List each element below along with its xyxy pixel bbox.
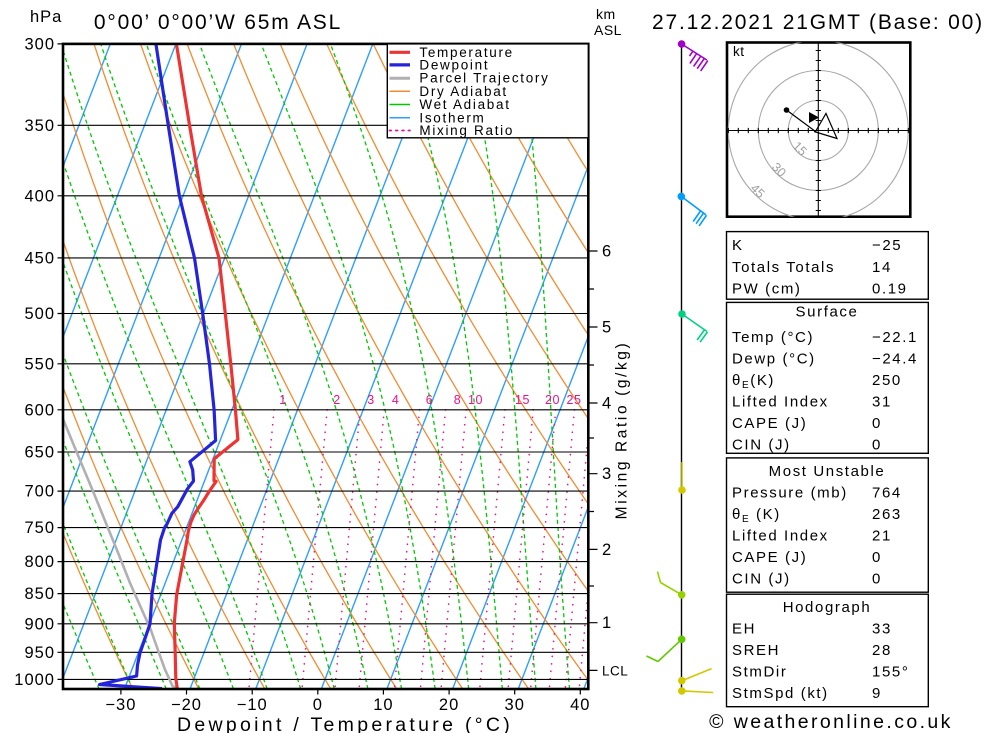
svg-text:33: 33 <box>872 620 892 637</box>
svg-text:0: 0 <box>872 437 882 454</box>
svg-text:4: 4 <box>602 395 612 413</box>
svg-text:764: 764 <box>872 485 902 502</box>
svg-text:Temp (°C): Temp (°C) <box>732 329 814 346</box>
svg-text:SREH: SREH <box>732 642 780 659</box>
svg-text:750: 750 <box>24 519 55 537</box>
svg-text:Dewpoint: Dewpoint <box>419 57 489 72</box>
svg-text:1: 1 <box>602 614 612 632</box>
svg-text:StmDir: StmDir <box>732 664 787 681</box>
svg-text:20: 20 <box>439 696 459 714</box>
svg-text:θE(K): θE(K) <box>732 372 775 391</box>
svg-text:2: 2 <box>333 393 340 407</box>
svg-text:Temperature: Temperature <box>419 45 514 60</box>
svg-text:2: 2 <box>602 541 612 559</box>
svg-text:550: 550 <box>24 355 55 373</box>
svg-text:CIN (J): CIN (J) <box>732 571 791 588</box>
svg-text:−25: −25 <box>872 237 902 254</box>
svg-text:350: 350 <box>24 117 55 135</box>
svg-text:kt: kt <box>733 44 745 59</box>
svg-text:hPa: hPa <box>30 8 62 26</box>
svg-text:CIN (J): CIN (J) <box>732 437 791 454</box>
svg-text:263: 263 <box>872 506 902 523</box>
svg-text:Totals Totals: Totals Totals <box>732 259 835 276</box>
svg-text:27.12.2021 21GMT (Base: 00): 27.12.2021 21GMT (Base: 00) <box>652 11 984 34</box>
svg-text:0: 0 <box>872 549 882 566</box>
svg-text:155°: 155° <box>872 664 909 681</box>
svg-text:15: 15 <box>515 393 530 407</box>
svg-text:Mixing Ratio: Mixing Ratio <box>419 123 514 138</box>
svg-text:ASL: ASL <box>594 22 622 38</box>
svg-text:10: 10 <box>373 696 393 714</box>
svg-text:6: 6 <box>426 393 433 407</box>
svg-text:900: 900 <box>24 615 55 633</box>
svg-text:300: 300 <box>24 35 55 53</box>
svg-text:1000: 1000 <box>14 671 55 689</box>
svg-text:EH: EH <box>732 620 756 637</box>
svg-text:Surface: Surface <box>796 304 859 321</box>
svg-text:1: 1 <box>279 393 286 407</box>
svg-text:−22.1: −22.1 <box>872 329 918 346</box>
svg-text:Dry Adiabat: Dry Adiabat <box>419 84 508 99</box>
svg-text:Isotherm: Isotherm <box>419 110 485 125</box>
svg-text:21: 21 <box>872 528 892 545</box>
svg-text:14: 14 <box>872 259 892 276</box>
svg-text:Mixing Ratio (g/kg): Mixing Ratio (g/kg) <box>614 341 631 520</box>
svg-text:−30: −30 <box>105 696 136 714</box>
svg-text:30: 30 <box>505 696 525 714</box>
svg-text:StmSpd (kt): StmSpd (kt) <box>732 685 829 702</box>
svg-text:−24.4: −24.4 <box>872 351 918 368</box>
svg-text:10: 10 <box>468 393 483 407</box>
svg-text:Parcel Trajectory: Parcel Trajectory <box>419 71 549 86</box>
svg-text:Dewp (°C): Dewp (°C) <box>732 351 816 368</box>
svg-text:Lifted Index: Lifted Index <box>732 528 829 545</box>
svg-text:CAPE (J): CAPE (J) <box>732 415 807 432</box>
svg-text:−20: −20 <box>171 696 202 714</box>
svg-text:800: 800 <box>24 553 55 571</box>
svg-text:950: 950 <box>24 644 55 662</box>
svg-text:θE (K): θE (K) <box>732 506 781 525</box>
svg-text:Wet Adiabat: Wet Adiabat <box>419 97 510 112</box>
svg-text:CAPE (J): CAPE (J) <box>732 549 807 566</box>
svg-text:20: 20 <box>545 393 560 407</box>
svg-text:PW (cm): PW (cm) <box>732 281 802 298</box>
svg-text:0: 0 <box>872 571 882 588</box>
svg-text:8: 8 <box>454 393 461 407</box>
svg-text:4: 4 <box>392 393 399 407</box>
svg-text:40: 40 <box>570 696 590 714</box>
svg-text:25: 25 <box>567 393 582 407</box>
svg-text:3: 3 <box>367 393 374 407</box>
svg-text:km: km <box>596 6 616 22</box>
svg-text:© weatheronline.co.uk: © weatheronline.co.uk <box>709 711 953 733</box>
svg-text:850: 850 <box>24 585 55 603</box>
svg-text:6: 6 <box>602 243 612 261</box>
svg-text:5: 5 <box>602 319 612 337</box>
svg-text:9: 9 <box>872 685 882 702</box>
svg-text:0.19: 0.19 <box>872 281 908 298</box>
svg-text:K: K <box>732 237 744 254</box>
svg-text:500: 500 <box>24 305 55 323</box>
svg-text:Pressure (mb): Pressure (mb) <box>732 485 848 502</box>
svg-text:400: 400 <box>24 187 55 205</box>
svg-text:650: 650 <box>24 444 55 462</box>
svg-text:Lifted Index: Lifted Index <box>732 394 829 411</box>
svg-text:Most Unstable: Most Unstable <box>769 463 886 480</box>
svg-text:450: 450 <box>24 249 55 267</box>
svg-text:Dewpoint / Temperature (°C): Dewpoint / Temperature (°C) <box>177 714 513 733</box>
svg-text:−10: −10 <box>237 696 268 714</box>
svg-text:250: 250 <box>872 372 902 389</box>
svg-text:0: 0 <box>872 415 882 432</box>
svg-text:700: 700 <box>24 483 55 501</box>
svg-text:Hodograph: Hodograph <box>783 599 872 616</box>
svg-text:0: 0 <box>313 696 323 714</box>
svg-text:31: 31 <box>872 394 892 411</box>
svg-text:3: 3 <box>602 465 612 483</box>
svg-text:28: 28 <box>872 642 892 659</box>
svg-text:LCL: LCL <box>602 664 628 679</box>
svg-text:0°00’ 0°00’W 65m ASL: 0°00’ 0°00’W 65m ASL <box>94 11 342 34</box>
svg-text:600: 600 <box>24 401 55 419</box>
